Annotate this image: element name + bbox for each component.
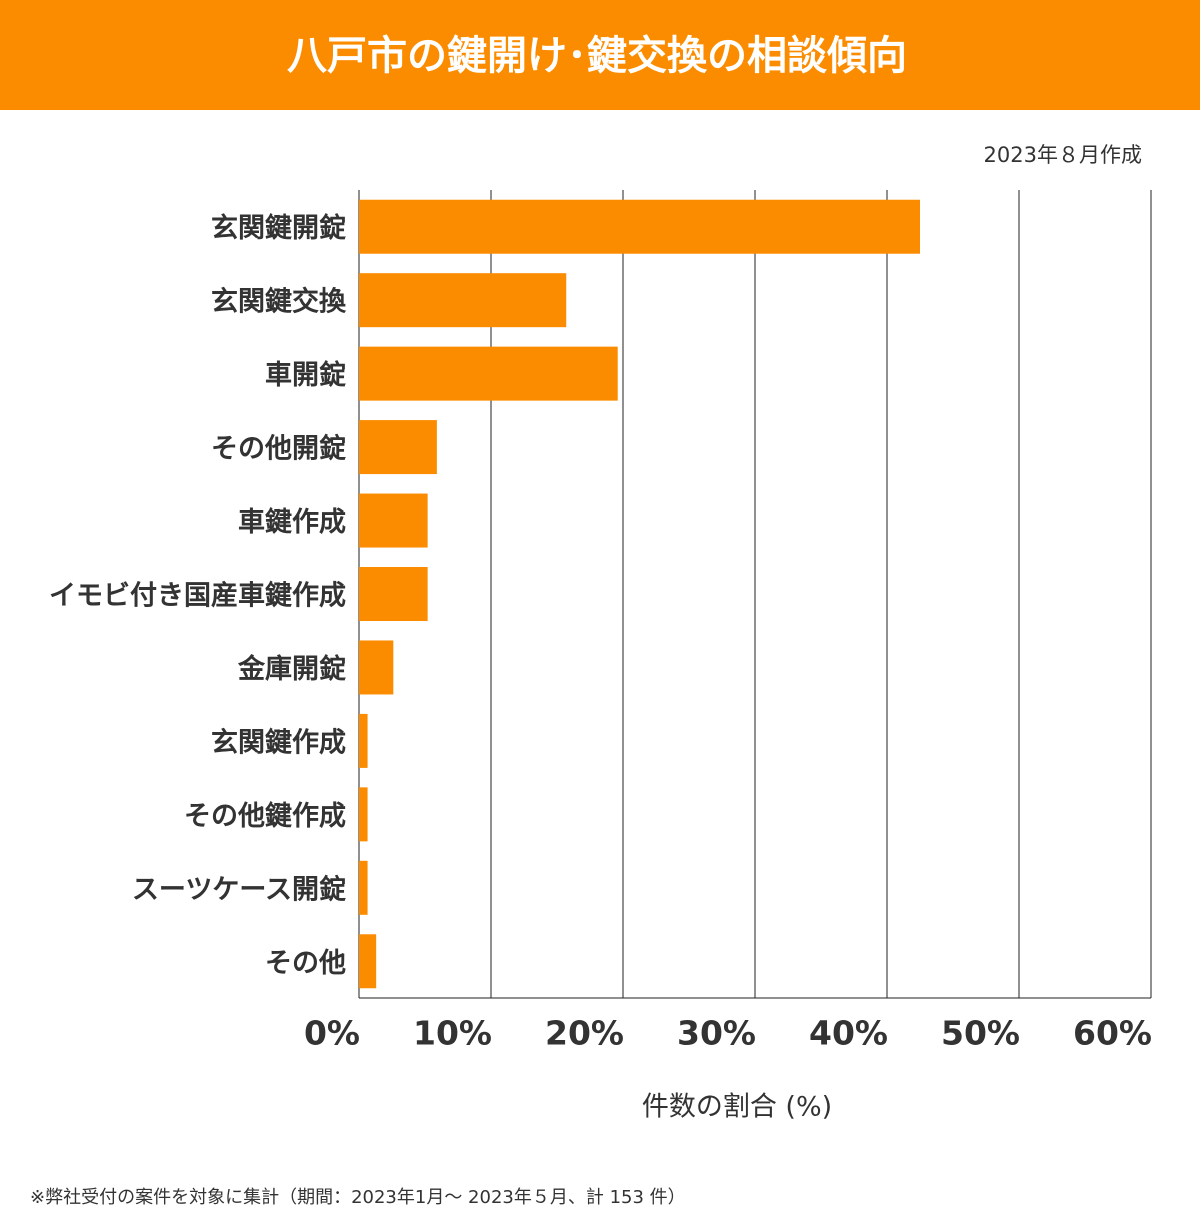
x-tick-label: 40% [809,1014,888,1053]
x-tick-label: 10% [413,1014,492,1053]
y-tick-label: その他 [265,948,346,979]
y-tick-label: 玄関鍵交換 [211,286,347,318]
y-tick-label: 玄関鍵開錠 [211,212,346,244]
x-tick-label: 60% [1073,1014,1152,1053]
bar [359,934,377,989]
bar [359,199,920,254]
x-axis-title: 件数の割合 (%) [642,1092,832,1123]
bar [359,346,618,401]
bar [359,787,368,842]
note: 2023年８月作成 [984,143,1142,167]
y-tick-label: 車鍵作成 [238,506,346,538]
bar [359,420,437,475]
footnote: ※弊社受付の案件を対象に集計（期間：2023年1月～ 2023年５月、計 153… [30,1187,686,1208]
y-tick-label: その他開錠 [211,433,346,465]
bar [359,713,368,768]
y-tick-label: その他鍵作成 [184,800,346,832]
chart-title: 八戸市の鍵開け･鍵交換の相談傾向 [287,33,907,79]
bar [359,273,567,328]
bar [359,567,428,621]
y-tick-label: スーツケース開錠 [132,873,346,905]
bar [359,860,368,915]
x-tick-label: 30% [677,1014,756,1053]
y-tick-label: 金庫開錠 [237,653,346,685]
title-banner [0,0,1200,110]
y-tick-label: 玄関鍵作成 [211,726,346,758]
x-tick-label: 0% [304,1014,360,1053]
bar [359,640,394,695]
y-tick-label: 車開錠 [265,359,346,391]
x-tick-label: 50% [941,1014,1020,1053]
x-tick-label: 20% [545,1014,624,1053]
bar [359,493,428,548]
y-tick-label: イモビ付き国産車鍵作成 [49,580,346,612]
